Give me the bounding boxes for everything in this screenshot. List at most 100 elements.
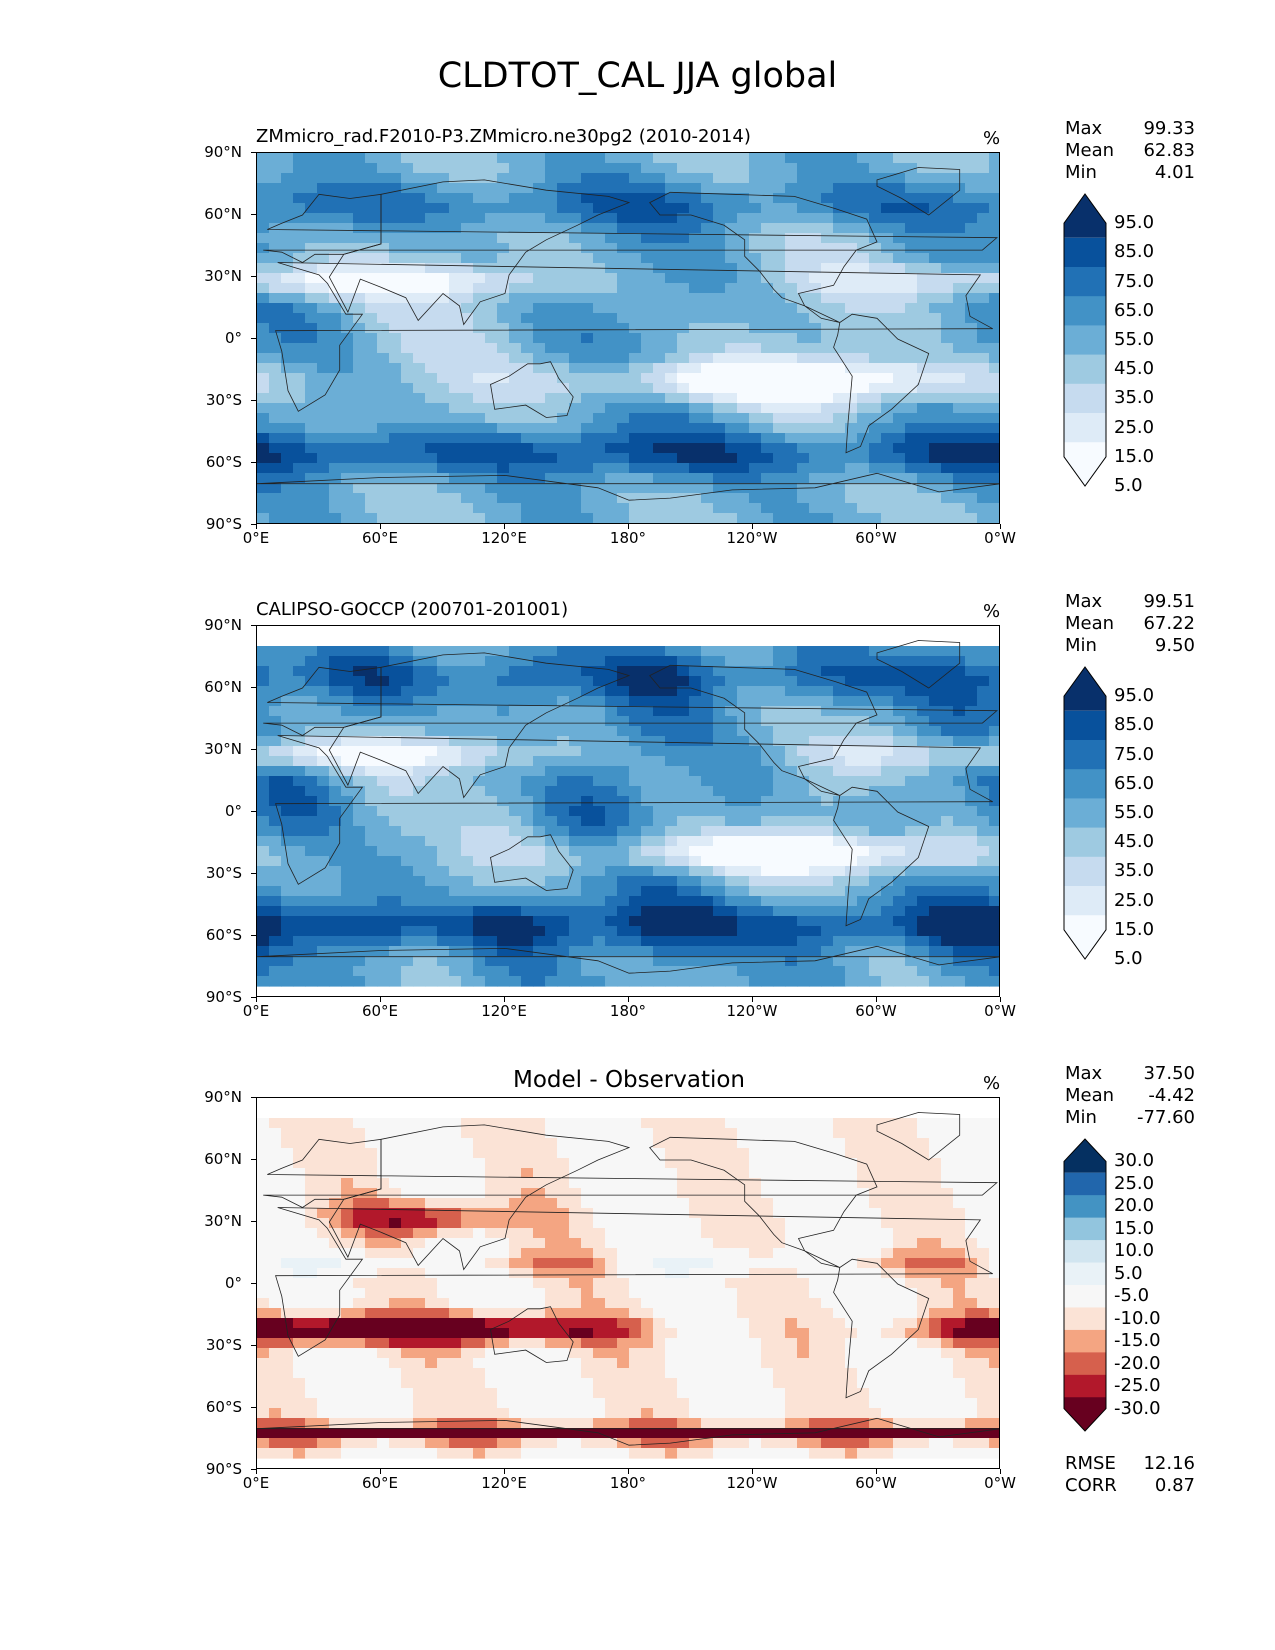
field-cell [905,153,918,164]
field-cell [557,926,570,937]
field-cell [401,716,414,727]
field-cell [989,896,999,907]
field-cell [941,1148,954,1159]
field-cell [545,363,558,374]
field-cell [749,806,762,817]
field-cell [305,423,318,434]
field-cell [917,976,930,987]
field-cell [773,353,786,364]
field-cell [869,746,882,757]
field-cell [713,403,726,414]
lon-tick-mark [504,524,505,529]
field-cell [413,403,426,414]
field-cell [257,1128,270,1139]
field-cell [869,353,882,364]
lon-tick-mark [256,524,257,529]
field-cell [641,816,654,827]
field-cell [365,173,378,184]
field-cell [509,956,522,967]
field-cell [545,956,558,967]
field-cell [881,736,894,747]
field-cell [281,473,294,484]
field-cell [293,686,306,697]
field-cell [329,473,342,484]
field-cell [557,1128,570,1139]
field-cell [281,463,294,474]
field-cell [893,716,906,727]
field-cell [581,373,594,384]
field-cell [629,906,642,917]
field-cell [461,1148,474,1159]
field-cell [269,836,282,847]
field-cell [497,183,510,194]
field-cell [329,896,342,907]
field-cell [353,656,366,667]
field-cell [269,736,282,747]
field-cell [557,706,570,717]
field-cell [329,676,342,687]
field-cell [365,746,378,757]
field-cell [737,786,750,797]
field-cell [509,1128,522,1139]
field-cell [797,363,810,374]
field-cell [509,313,522,324]
field-cell [677,373,690,384]
field-cell [281,483,294,494]
field-cell [713,1118,726,1129]
field-cell [653,1138,666,1149]
field-cell [677,906,690,917]
field-cell [809,163,822,174]
lat-tick-label: 30°S [205,864,242,882]
field-cell [353,353,366,364]
field-cell [641,373,654,384]
field-cell [581,473,594,484]
field-cell [737,263,750,274]
field-cell [641,473,654,484]
field-cell [989,916,999,927]
field-cell [953,966,966,977]
field-cell [581,1178,594,1189]
field-cell [965,363,978,374]
field-cell [641,463,654,474]
field-cell [497,836,510,847]
field-cell [569,363,582,374]
field-cell [977,203,990,214]
field-cell [293,373,306,384]
field-cell [521,716,534,727]
field-cell [869,816,882,827]
field-cell [989,906,999,917]
field-cell [473,806,486,817]
field-cell [425,836,438,847]
field-cell [809,503,822,514]
field-cell [497,323,510,334]
field-cell [857,816,870,827]
field-cell [413,1128,426,1139]
field-cell [869,696,882,707]
field-cell [593,333,606,344]
field-cell [809,393,822,404]
field-cell [917,453,930,464]
field-cell [641,796,654,807]
field-cell [473,353,486,364]
field-cell [641,503,654,514]
field-cell [821,926,834,937]
field-cell [989,233,999,244]
field-cell [881,503,894,514]
field-cell [257,1188,270,1199]
field-cell [329,966,342,977]
field-cell [521,956,534,967]
field-cell [845,686,858,697]
field-cell [329,453,342,464]
field-cell [545,746,558,757]
field-cell [701,373,714,384]
field-cell [773,263,786,274]
field-cell [389,1148,402,1159]
field-cell [401,826,414,837]
field-cell [881,203,894,214]
field-cell [833,686,846,697]
field-cell [377,303,390,314]
field-cell [593,433,606,444]
field-cell [785,253,798,264]
field-cell [761,926,774,937]
field-cell [989,343,999,354]
